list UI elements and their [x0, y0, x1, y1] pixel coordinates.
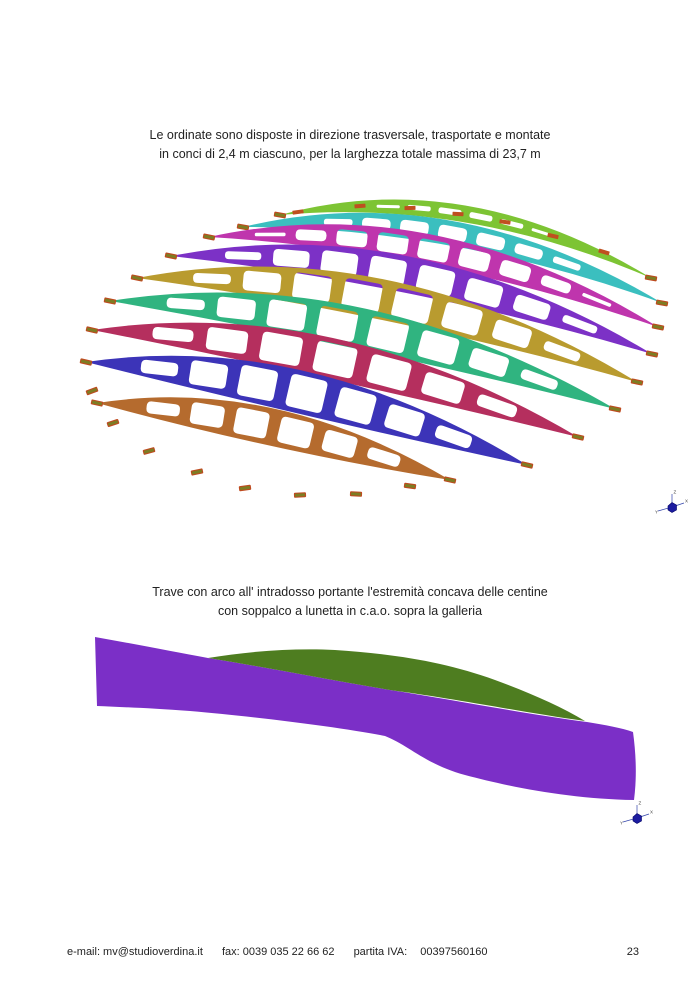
caption-trave-line2: con soppalco a lunetta in c.a.o. sopra l… [217, 604, 483, 618]
rib-magenta [209, 224, 658, 327]
caption-trave-line1: Trave con arco all' intradosso portante … [152, 585, 548, 599]
support-pad [293, 492, 307, 498]
rib-cyan [243, 212, 662, 303]
support-pad [130, 274, 144, 282]
support-pad [103, 297, 117, 305]
support-pad [571, 433, 585, 441]
support-pad [547, 232, 559, 240]
support-pad [403, 482, 417, 490]
support-pad [202, 233, 216, 241]
axis-triad-icon: Z X Y [655, 490, 688, 515]
svg-text:Z: Z [674, 490, 677, 495]
support-pad [142, 447, 156, 455]
svg-text:Y: Y [655, 510, 658, 515]
support-pad [630, 378, 644, 386]
axis-triad-icon: Z X Y [620, 801, 653, 826]
arch-lunette-shape [208, 649, 585, 721]
caption-trave: Trave con arco all' intradosso portante … [0, 583, 700, 621]
svg-text:Z: Z [639, 801, 642, 806]
support-pad [79, 358, 93, 366]
beam-shape [95, 637, 636, 800]
support-pad [292, 209, 304, 215]
rib-emerald [110, 292, 615, 409]
support-pad [608, 405, 622, 413]
svg-text:Y: Y [620, 821, 623, 826]
support-pad [655, 299, 669, 307]
support-pad [520, 461, 534, 469]
footer-contact-line: e-mail: mv@studioverdina.it fax: 0039 03… [67, 946, 504, 958]
footer-email: e-mail: mv@studioverdina.it [67, 946, 203, 958]
caption-ordinate: Le ordinate sono disposte in direzione t… [0, 126, 700, 164]
support-pad [273, 211, 287, 219]
support-pad [106, 418, 120, 428]
support-pad [90, 399, 104, 407]
support-pad [85, 326, 99, 334]
figure-centine-3d-view: Z X Y [79, 199, 688, 515]
support-pad [236, 223, 250, 231]
svg-text:X: X [650, 810, 653, 815]
support-pad [85, 386, 99, 396]
support-pad [354, 203, 366, 209]
support-pad [443, 476, 457, 484]
page-number: 23 [626, 946, 639, 958]
figure-beam-arch-view: Z X Y [95, 637, 653, 826]
caption-ordinate-line1: Le ordinate sono disposte in direzione t… [149, 128, 551, 142]
svg-text:X: X [685, 499, 688, 504]
support-pad [452, 211, 464, 217]
support-pad [645, 350, 659, 358]
rib-lime [280, 199, 651, 278]
support-pad [164, 252, 178, 260]
footer-vat-number: 00397560160 [420, 946, 488, 958]
footer-vat-label: partita IVA: [353, 946, 408, 958]
support-pad [651, 323, 665, 331]
support-pad [349, 491, 363, 497]
support-pad [644, 274, 658, 282]
support-pad [598, 248, 610, 256]
caption-ordinate-line2: in conci di 2,4 m ciascuno, per la largh… [159, 147, 541, 161]
rib-orange [97, 397, 450, 480]
support-pad [499, 219, 511, 225]
support-pad [190, 468, 204, 476]
support-pad [404, 205, 416, 211]
rib-blue [86, 355, 527, 465]
support-pad [238, 484, 252, 492]
footer-fax: fax: 0039 035 22 66 62 [221, 946, 335, 958]
